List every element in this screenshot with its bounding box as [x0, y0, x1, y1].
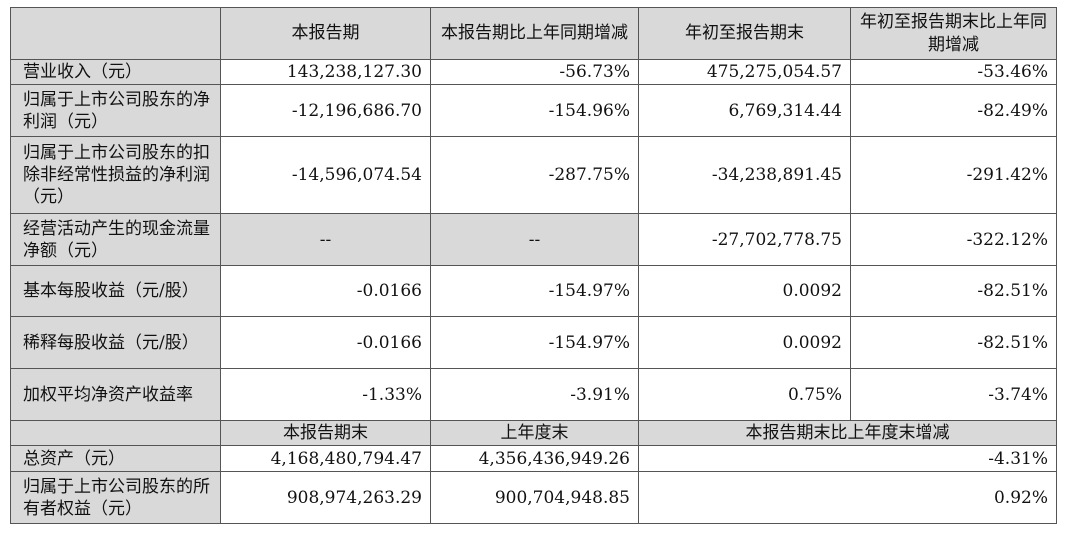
cell-value: -291.42%	[850, 136, 1057, 214]
cell-value: 900,704,948.85	[430, 471, 639, 524]
cell-value: --	[430, 213, 639, 266]
cell-value: 143,238,127.30	[220, 59, 431, 85]
header2-corner-cell	[10, 420, 221, 446]
cell-value: -53.46%	[850, 59, 1057, 85]
header-current-period: 本报告期	[220, 7, 431, 60]
cell-value: -1.33%	[220, 368, 431, 421]
table-row: 归属于上市公司股东的所有者权益（元） 908,974,263.29 900,70…	[10, 471, 1057, 524]
cell-value: -154.96%	[430, 84, 639, 137]
cell-value: --	[220, 213, 431, 266]
cell-value: -3.74%	[850, 368, 1057, 421]
header-current-period-yoy: 本报告期比上年同期增减	[430, 7, 639, 60]
cell-value: 0.0092	[638, 265, 851, 317]
table-row: 经营活动产生的现金流量净额（元） -- -- -27,702,778.75 -3…	[10, 213, 1057, 266]
cell-value: -3.91%	[430, 368, 639, 421]
row-label: 归属于上市公司股东的扣除非经常性损益的净利润（元）	[10, 136, 221, 214]
table-row: 稀释每股收益（元/股） -0.0166 -154.97% 0.0092 -82.…	[10, 316, 1057, 369]
cell-value: -14,596,074.54	[220, 136, 431, 214]
cell-value: -12,196,686.70	[220, 84, 431, 137]
cell-value: -82.51%	[850, 316, 1057, 369]
table-row: 归属于上市公司股东的净利润（元） -12,196,686.70 -154.96%…	[10, 84, 1057, 137]
row-label: 总资产（元）	[10, 445, 221, 472]
cell-value: 0.0092	[638, 316, 851, 369]
header-row: 本报告期 本报告期比上年同期增减 年初至报告期末 年初至报告期末比上年同期增减	[10, 7, 1057, 60]
second-header-row: 本报告期末 上年度末 本报告期末比上年度末增减	[10, 420, 1057, 446]
header-ytd: 年初至报告期末	[638, 7, 851, 60]
row-label: 归属于上市公司股东的所有者权益（元）	[10, 471, 221, 524]
row-label: 加权平均净资产收益率	[10, 368, 221, 421]
table-row: 营业收入（元） 143,238,127.30 -56.73% 475,275,0…	[10, 59, 1057, 85]
cell-value: 908,974,263.29	[220, 471, 431, 524]
row-label: 营业收入（元）	[10, 59, 221, 85]
financial-summary-table: 本报告期 本报告期比上年同期增减 年初至报告期末 年初至报告期末比上年同期增减 …	[10, 7, 1057, 524]
cell-value: -322.12%	[850, 213, 1057, 266]
cell-value: -56.73%	[430, 59, 639, 85]
financial-table-container: 本报告期 本报告期比上年同期增减 年初至报告期末 年初至报告期末比上年同期增减 …	[10, 7, 1057, 524]
cell-value: -287.75%	[430, 136, 639, 214]
cell-value: 4,356,436,949.26	[430, 445, 639, 472]
row-label: 基本每股收益（元/股）	[10, 265, 221, 317]
table-row: 归属于上市公司股东的扣除非经常性损益的净利润（元） -14,596,074.54…	[10, 136, 1057, 214]
cell-value: -0.0166	[220, 265, 431, 317]
cell-value: -154.97%	[430, 265, 639, 317]
header2-period-end: 本报告期末	[220, 420, 431, 446]
header-corner-cell	[10, 7, 221, 60]
cell-value: -0.0166	[220, 316, 431, 369]
cell-value: -82.51%	[850, 265, 1057, 317]
table-row: 总资产（元） 4,168,480,794.47 4,356,436,949.26…	[10, 445, 1057, 472]
cell-value: 0.92%	[638, 471, 1057, 524]
row-label: 归属于上市公司股东的净利润（元）	[10, 84, 221, 137]
header2-prior-year-end: 上年度末	[430, 420, 639, 446]
header-ytd-yoy: 年初至报告期末比上年同期增减	[850, 7, 1057, 60]
table-row: 加权平均净资产收益率 -1.33% -3.91% 0.75% -3.74%	[10, 368, 1057, 421]
cell-value: -82.49%	[850, 84, 1057, 137]
cell-value: -4.31%	[638, 445, 1057, 472]
cell-value: 6,769,314.44	[638, 84, 851, 137]
table-row: 基本每股收益（元/股） -0.0166 -154.97% 0.0092 -82.…	[10, 265, 1057, 317]
cell-value: -27,702,778.75	[638, 213, 851, 266]
cell-value: -154.97%	[430, 316, 639, 369]
cell-value: -34,238,891.45	[638, 136, 851, 214]
row-label: 经营活动产生的现金流量净额（元）	[10, 213, 221, 266]
cell-value: 0.75%	[638, 368, 851, 421]
header2-change: 本报告期末比上年度末增减	[638, 420, 1057, 446]
row-label: 稀释每股收益（元/股）	[10, 316, 221, 369]
cell-value: 475,275,054.57	[638, 59, 851, 85]
cell-value: 4,168,480,794.47	[220, 445, 431, 472]
